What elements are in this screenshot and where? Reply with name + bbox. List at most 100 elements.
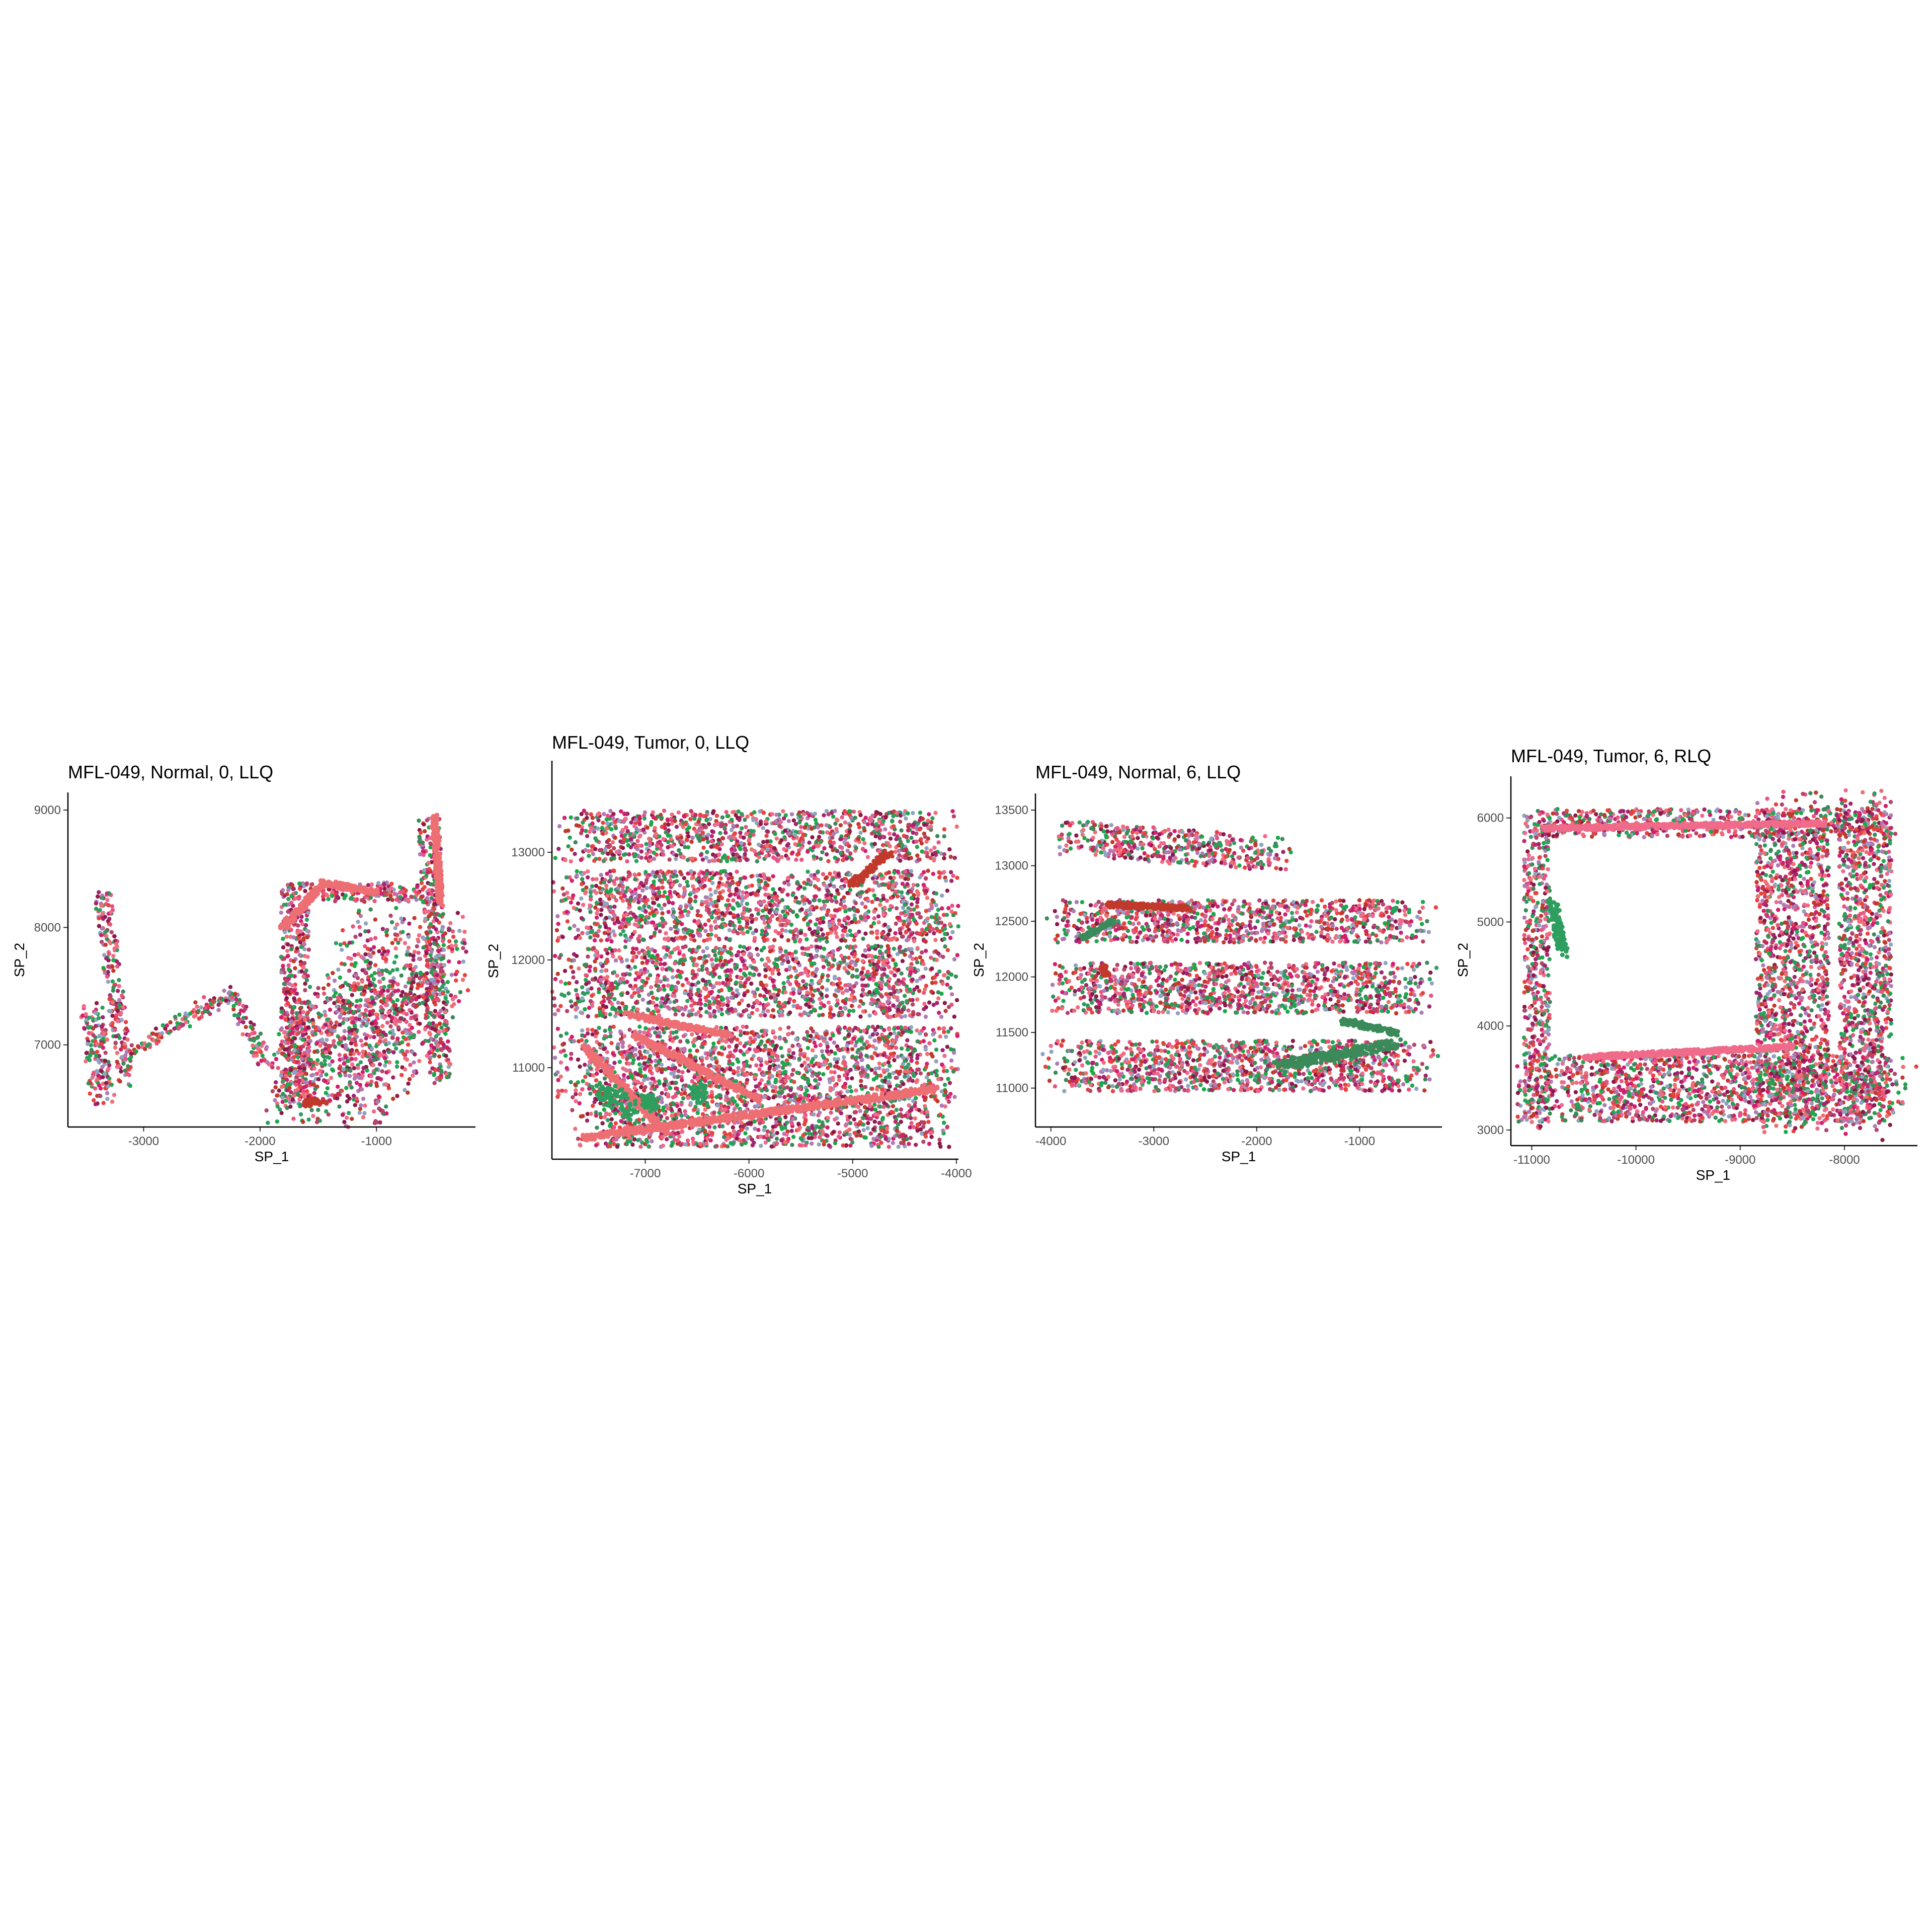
cell-point [354, 1016, 358, 1020]
cell-point [427, 861, 431, 865]
cell-point [597, 929, 601, 933]
cell-point [324, 1091, 328, 1095]
cell-point [100, 896, 104, 900]
cell-point [283, 930, 287, 934]
cell-point [301, 1063, 305, 1067]
cell-point [282, 1030, 286, 1034]
cell-point [244, 1025, 248, 1029]
cell-point [940, 894, 944, 898]
cell-point [427, 1021, 431, 1025]
cell-point [790, 812, 794, 816]
cell-point [714, 925, 718, 929]
cell-point [634, 859, 638, 863]
cell-point [923, 835, 927, 839]
cell-point [424, 1002, 428, 1006]
cell-point [373, 991, 377, 995]
cell-point [829, 845, 833, 849]
band-point [438, 860, 442, 865]
cell-point [585, 834, 589, 838]
cell-point [579, 897, 583, 901]
cell-point [461, 978, 465, 982]
cell-point [104, 943, 108, 947]
cell-point [840, 886, 844, 890]
cell-point [831, 832, 835, 836]
cell-point [443, 931, 447, 935]
cell-point [296, 923, 300, 927]
cell-point [826, 859, 830, 863]
cell-point [696, 836, 700, 840]
cell-point [706, 840, 710, 844]
cell-point [874, 810, 878, 814]
cell-point [800, 837, 804, 841]
cell-point [668, 857, 672, 861]
cell-point [694, 895, 698, 899]
cell-point [627, 852, 631, 856]
cell-point [363, 952, 367, 956]
cell-point [432, 1054, 436, 1058]
cell-point [410, 1026, 414, 1030]
cell-point [424, 930, 428, 934]
band-point [375, 887, 380, 892]
cell-point [624, 924, 628, 928]
cell-point [353, 935, 357, 939]
cell-point [391, 976, 395, 980]
cell-point [673, 819, 677, 823]
cell-point [922, 823, 926, 827]
cell-point [843, 821, 847, 825]
cell-point [358, 1083, 362, 1087]
cell-point [730, 828, 734, 832]
cell-point [282, 987, 286, 991]
band-point [294, 908, 299, 912]
cell-point [99, 1069, 103, 1073]
cell-point [330, 1059, 334, 1063]
cell-point [111, 969, 115, 973]
cell-point [906, 839, 910, 843]
cell-point [764, 834, 768, 838]
cell-point [169, 1020, 173, 1024]
cell-point [353, 1032, 357, 1036]
cell-point [381, 946, 385, 950]
cell-point [361, 956, 365, 960]
cell-point [145, 1044, 149, 1048]
cell-point [342, 1004, 346, 1008]
band-point [313, 886, 317, 890]
cell-point [197, 1016, 201, 1020]
cell-point [354, 961, 358, 965]
cell-point [305, 1049, 309, 1053]
cell-point [461, 946, 465, 950]
cell-point [827, 812, 831, 816]
cell-point [394, 906, 398, 910]
cell-point [425, 896, 429, 900]
cell-point [661, 837, 665, 841]
cell-point [438, 1076, 442, 1080]
cell-point [647, 905, 651, 909]
cell-point [425, 951, 429, 955]
cell-point [612, 913, 616, 917]
cell-point [350, 1117, 354, 1121]
cell-point [301, 1033, 305, 1037]
cell-point [105, 929, 109, 933]
cell-point [439, 968, 443, 972]
cell-point [707, 859, 711, 863]
cell-point [373, 971, 377, 975]
cell-point [765, 843, 769, 847]
cell-point [364, 921, 368, 925]
cell-point [379, 1053, 383, 1057]
cell-point [455, 947, 459, 951]
cell-point [881, 819, 886, 823]
cell-point [328, 1032, 332, 1036]
cell-point [100, 904, 104, 908]
cell-point [781, 809, 785, 813]
cell-point [286, 910, 290, 914]
cell-point [382, 1016, 386, 1020]
cell-point [863, 931, 867, 935]
cell-point [574, 840, 578, 844]
cell-point [787, 832, 791, 836]
cell-point [265, 1108, 269, 1112]
cell-point [813, 812, 817, 816]
cell-point [308, 985, 312, 989]
cell-point [425, 1008, 429, 1012]
cell-point [895, 906, 899, 910]
cell-point [394, 893, 398, 897]
cell-point [728, 835, 732, 839]
